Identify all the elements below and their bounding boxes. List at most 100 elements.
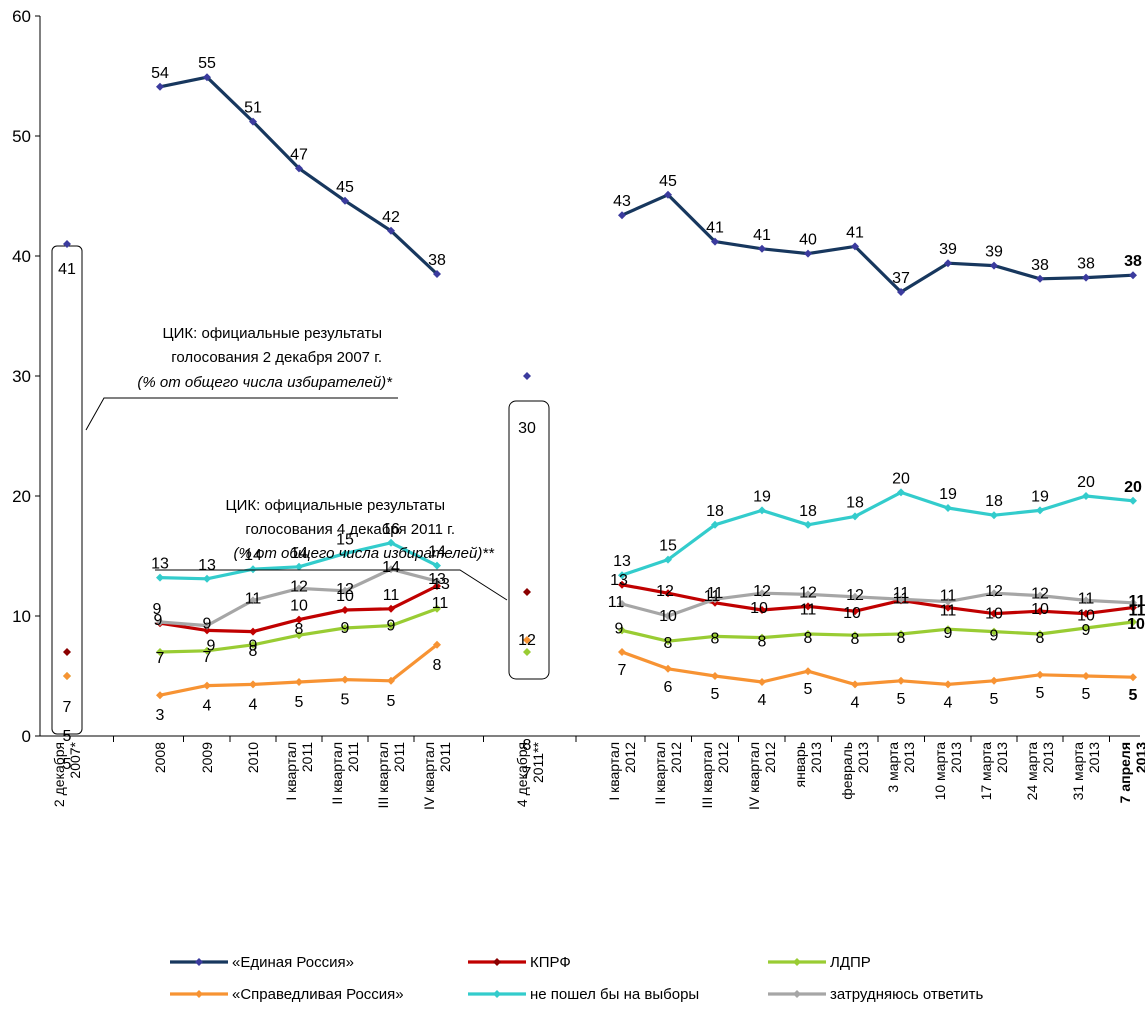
data-point: [387, 604, 395, 613]
data-point: [711, 632, 719, 641]
legend-label-er: «Единая Россия»: [232, 954, 354, 971]
data-label: 5: [341, 692, 350, 709]
data-label: 5: [711, 686, 720, 703]
data-point: [1082, 609, 1090, 618]
data-label: 12: [656, 583, 674, 600]
data-label: 11: [383, 587, 400, 604]
data-label: 10: [1127, 616, 1145, 633]
data-label: 8: [433, 657, 442, 674]
x-tick-label: 3 марта 2013: [885, 742, 917, 793]
data-point: [433, 561, 441, 570]
series-line-nv-b: [621, 490, 1134, 577]
x-tick-label-line: 2013: [1133, 742, 1145, 773]
data-label: 9: [207, 637, 216, 654]
data-point: [990, 261, 998, 270]
data-label: 11: [893, 590, 910, 607]
x-tick-label: III квартал 2012: [699, 742, 731, 809]
data-label: 4: [758, 692, 767, 709]
official-2011-label: 7: [523, 765, 532, 782]
x-tick-label-line: 2012: [668, 742, 684, 773]
data-label: 13: [613, 553, 631, 570]
x-tick-label-line: II квартал: [329, 742, 345, 805]
data-point: [387, 621, 395, 630]
data-point: [1036, 274, 1044, 283]
x-tick-label-line: IV квартал: [421, 742, 437, 810]
data-label: 14: [382, 559, 400, 576]
data-point: [711, 520, 719, 529]
data-label: 9: [153, 601, 162, 618]
series-line-sr-b: [621, 650, 1134, 687]
annotation-2011-line3: (% от общего числа избирателей)**: [234, 545, 496, 562]
data-point: [203, 73, 211, 82]
data-label: 45: [659, 173, 677, 190]
data-label: 11: [704, 588, 721, 605]
data-label: 20: [1077, 474, 1095, 491]
x-tick-label-line: IV квартал: [746, 742, 762, 810]
x-tick-label-line: 24 марта: [1024, 742, 1040, 801]
data-point: [711, 237, 719, 246]
data-label: 11: [940, 603, 957, 620]
x-tick-label-line: 31 марта: [1070, 742, 1086, 801]
official-2007-box: [51, 245, 83, 735]
data-point: [711, 595, 719, 604]
y-tick-label: 10: [12, 607, 31, 626]
data-point: [804, 520, 812, 529]
series-line-zo-b: [621, 591, 1134, 618]
data-label: 7: [203, 649, 212, 666]
data-label: 8: [249, 643, 258, 660]
data-point: [249, 565, 257, 574]
x-tick-label: 7 апреля 2013: [1117, 742, 1145, 804]
data-point: [897, 288, 905, 296]
data-point: [758, 633, 766, 642]
data-point: [1082, 672, 1090, 680]
data-label: 10: [1031, 601, 1049, 618]
data-label: 5: [1036, 685, 1045, 702]
y-tick-label: 60: [12, 7, 31, 26]
data-label: 4: [203, 698, 212, 715]
data-label: 37: [892, 270, 910, 287]
data-point: [523, 372, 531, 380]
data-label: 19: [753, 488, 771, 505]
data-label: 11: [800, 601, 817, 618]
data-point: [387, 538, 395, 547]
data-label: 9: [154, 612, 163, 629]
annotation-2011-line1: ЦИК: официальные результаты: [226, 497, 445, 514]
x-tick-label: II квартал 2012: [652, 742, 684, 805]
x-tick-label-line: январь: [792, 742, 808, 787]
data-point: [295, 584, 303, 593]
data-label: 11: [940, 588, 957, 605]
annotation-2007-line2: голосования 2 декабря 2007 г.: [171, 349, 382, 366]
data-label: 14: [428, 544, 446, 561]
x-tick-label-line: 3 марта: [885, 742, 901, 793]
data-point: [990, 589, 998, 598]
data-label: 39: [939, 241, 957, 258]
annotation-2011-line2: голосования 4 декабря 2011 г.: [245, 521, 455, 538]
data-point: [711, 672, 719, 680]
data-label: 6: [664, 679, 673, 696]
data-label: 8: [1036, 630, 1045, 647]
x-tick-label-line: I квартал: [283, 742, 299, 801]
data-point: [1082, 492, 1090, 500]
data-label: 8: [711, 630, 720, 647]
data-point: [195, 958, 203, 966]
data-label: 11: [1078, 590, 1095, 607]
x-tick-label-line: 2013: [1086, 742, 1102, 773]
official-2007-label: 5: [63, 756, 72, 773]
data-point: [990, 511, 998, 520]
data-point: [851, 242, 859, 251]
data-point: [618, 571, 626, 580]
data-point: [249, 117, 257, 126]
data-point: [341, 549, 349, 558]
x-tick-label-line: 2008: [152, 742, 168, 773]
data-point: [758, 589, 766, 598]
official-2007-label: 7: [63, 699, 72, 716]
data-label: 5: [990, 691, 999, 708]
data-point: [156, 648, 164, 656]
data-point: [341, 586, 349, 595]
data-label: 43: [613, 193, 631, 210]
data-label: 10: [1077, 608, 1095, 625]
data-label: 11: [1129, 593, 1145, 610]
x-tick-label: 2010: [245, 742, 261, 773]
data-label: 12: [336, 581, 354, 598]
data-point: [944, 597, 952, 606]
